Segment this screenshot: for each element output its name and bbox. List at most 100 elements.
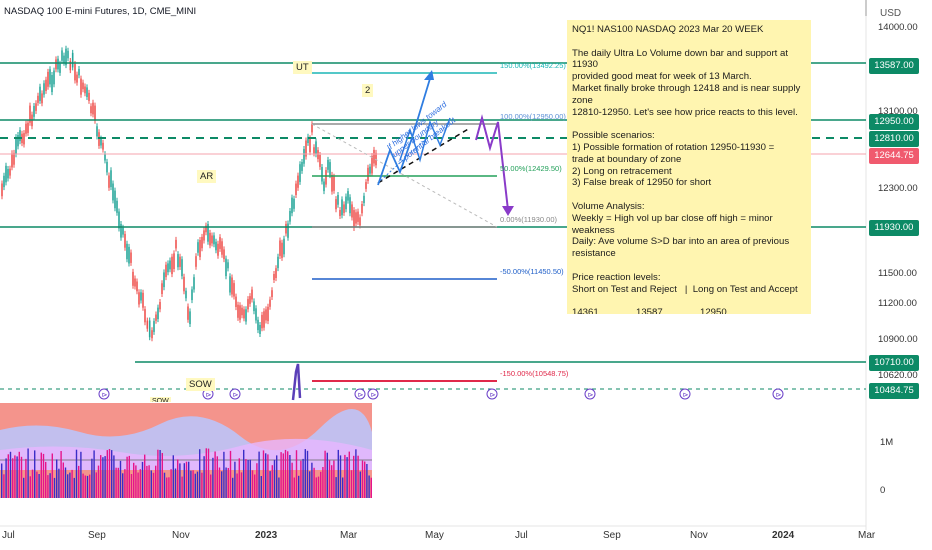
candle-body <box>185 290 187 299</box>
event-marker-icon <box>354 388 366 400</box>
volume-bar <box>155 465 157 498</box>
fib-label-150[interactable]: 150.00%(13492.25) <box>500 61 566 70</box>
candle-body <box>69 61 72 71</box>
volume-bar <box>344 454 346 498</box>
volume-bar <box>181 476 183 498</box>
price-tag-10484[interactable]: 10484.75 <box>869 383 919 399</box>
candle-body <box>347 191 349 201</box>
price-axis-label: 13100.00 <box>878 106 918 117</box>
volume-bar <box>166 477 168 498</box>
candle-body <box>57 58 59 70</box>
fib-label-0[interactable]: 0.00%(11930.00) <box>500 215 557 224</box>
volume-bar <box>51 453 53 498</box>
price-tag-13587[interactable]: 13587.00 <box>869 58 919 74</box>
candle-body <box>27 122 29 133</box>
volume-bar <box>18 451 20 498</box>
candle-body <box>13 152 15 165</box>
volume-bar <box>331 465 333 498</box>
time-axis-label: Nov <box>172 530 190 541</box>
price-tag-current[interactable]: 12644.75 <box>869 148 919 164</box>
volume-bar <box>207 448 210 498</box>
candle-body <box>269 299 271 307</box>
candle-body <box>273 274 275 280</box>
candle-body <box>148 320 151 338</box>
candle-body <box>313 147 315 154</box>
volume-bar <box>280 452 282 498</box>
volume-bar <box>313 467 315 498</box>
volume-bar <box>322 467 324 498</box>
price-tag-12950[interactable]: 12950.00 <box>869 114 919 130</box>
candle-body <box>233 283 235 297</box>
candle-body <box>279 240 281 256</box>
fib-label-50[interactable]: 50.00%(12429.50) <box>500 164 562 173</box>
candle-body <box>363 195 365 204</box>
volume-bar <box>25 458 27 498</box>
candle-body <box>35 103 37 111</box>
volume-axis-label: 1M <box>880 437 894 448</box>
volume-bar <box>5 458 7 498</box>
sow-label-partial[interactable]: SOW <box>150 397 171 402</box>
phase-2-label[interactable]: 2 <box>362 84 374 97</box>
currency-label[interactable]: USD <box>880 8 902 19</box>
candle-body <box>259 325 261 334</box>
candle-body <box>181 259 183 277</box>
candle-body <box>329 162 331 176</box>
volume-bar <box>232 477 234 498</box>
volume-panel <box>0 403 372 498</box>
candle-body <box>144 309 146 323</box>
ut-label[interactable]: UT <box>293 61 312 74</box>
volume-bar <box>133 462 135 498</box>
fib-label-minus50[interactable]: -50.00%(11450.50) <box>500 267 564 276</box>
event-marker-glyph: ⊳ <box>371 391 377 399</box>
volume-bar <box>144 454 146 498</box>
price-tag-12810[interactable]: 12810.00 <box>869 131 919 147</box>
candle-body <box>311 124 313 133</box>
volume-bar <box>1 463 3 498</box>
analysis-note[interactable]: NQ1! NAS100 NASDAQ 2023 Mar 20 WEEK The … <box>567 20 811 314</box>
candle-body <box>271 290 273 297</box>
ar-label[interactable]: AR <box>197 170 217 183</box>
volume-bar <box>324 450 326 498</box>
price-axis-label: 10620.00 <box>878 370 918 381</box>
volume-bar <box>31 469 34 498</box>
fib-label-minus150[interactable]: -150.00%(10548.75) <box>500 369 569 378</box>
price-tag-11930[interactable]: 11930.00 <box>869 220 919 236</box>
candle-body <box>229 276 231 293</box>
volume-bar <box>185 461 188 498</box>
volume-bar <box>291 462 293 498</box>
candle-body <box>215 241 217 251</box>
candle-body <box>3 175 5 188</box>
candle-body <box>317 150 319 160</box>
candle-body <box>253 301 255 312</box>
sow-label[interactable]: SOW <box>186 378 215 391</box>
time-axis-label: Jul <box>2 530 15 541</box>
volume-bar <box>368 475 370 498</box>
volume-bar <box>249 459 251 498</box>
volume-bar <box>214 451 216 498</box>
candle-body <box>140 292 142 301</box>
candle-body <box>124 233 126 248</box>
candle-body <box>263 311 265 328</box>
candle-body <box>349 197 351 214</box>
candle-body <box>5 165 7 183</box>
rotation-projection-path <box>399 117 451 163</box>
volume-bar <box>225 467 227 498</box>
candle-body <box>341 199 343 216</box>
volume-bar <box>320 471 322 498</box>
volume-bar <box>205 448 207 498</box>
fib-label-100[interactable]: 100.00%(12950.00) <box>500 112 566 121</box>
volume-axis-label: 0 <box>880 485 886 496</box>
candle-body <box>80 78 82 95</box>
candle-body <box>49 69 51 85</box>
volume-bar <box>170 469 172 498</box>
candle-body <box>281 242 283 258</box>
candle-body <box>9 168 11 176</box>
volume-bar <box>190 470 192 498</box>
volume-bar <box>84 475 86 498</box>
volume-bar <box>161 453 163 498</box>
volume-bar <box>7 454 9 498</box>
candle-body <box>39 86 41 101</box>
volume-bar <box>317 476 320 498</box>
price-tag-10710[interactable]: 10710.00 <box>869 355 919 371</box>
candle-body <box>307 136 309 143</box>
